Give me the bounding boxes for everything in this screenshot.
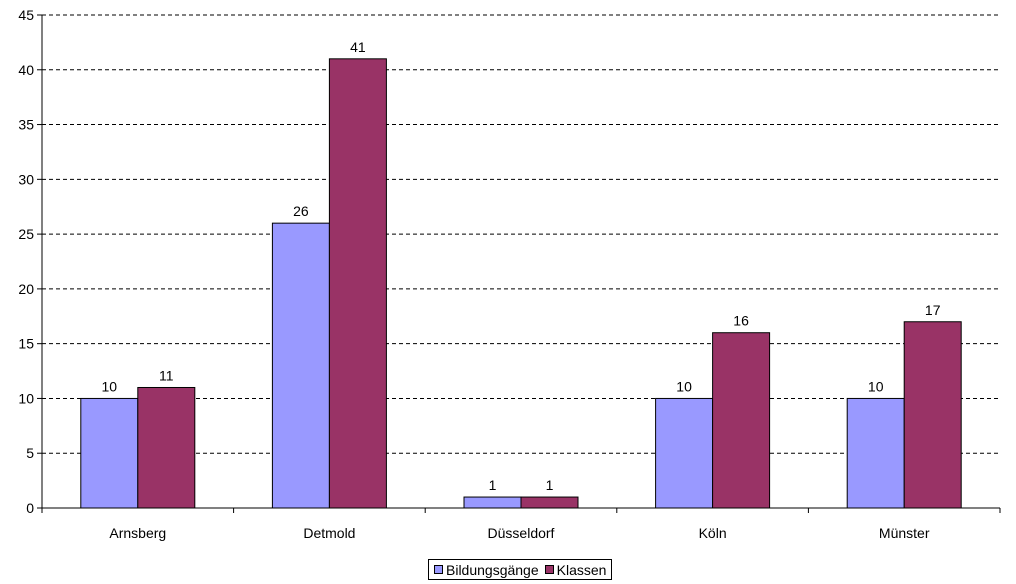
y-tick-label: 40: [18, 62, 34, 78]
legend: Bildungsgänge Klassen: [428, 559, 612, 580]
legend-swatch-klassen: [545, 565, 554, 574]
x-tick-label: Münster: [879, 525, 930, 541]
y-tick-label: 45: [18, 7, 34, 23]
legend-item-klassen: Klassen: [545, 562, 607, 578]
data-label: 26: [293, 203, 309, 219]
legend-label-klassen: Klassen: [557, 562, 607, 578]
data-label: 1: [489, 477, 497, 493]
data-label: 10: [102, 378, 118, 394]
y-tick-label: 5: [26, 445, 34, 461]
x-tick-label: Arnsberg: [109, 525, 166, 541]
data-label: 1: [546, 477, 554, 493]
bar: [521, 497, 578, 508]
data-label: 17: [925, 302, 941, 318]
bar-chart: 0510152025303540451011Arnsberg2641Detmol…: [0, 0, 1016, 556]
bar: [464, 497, 521, 508]
bar: [329, 59, 386, 508]
bars: [81, 59, 961, 508]
y-tick-label: 25: [18, 226, 34, 242]
legend-swatch-bildungsgaenge: [434, 565, 443, 574]
x-tick-label: Düsseldorf: [488, 525, 555, 541]
data-label: 41: [350, 39, 366, 55]
bar: [847, 398, 904, 508]
y-tick-label: 35: [18, 117, 34, 133]
bar: [138, 387, 195, 508]
bar: [713, 333, 770, 508]
bar: [904, 322, 961, 508]
y-tick-label: 20: [18, 281, 34, 297]
bar: [656, 398, 713, 508]
data-label: 11: [159, 367, 174, 383]
data-label: 16: [733, 313, 749, 329]
y-tick-label: 15: [18, 336, 34, 352]
bar: [272, 223, 329, 508]
bar: [81, 398, 138, 508]
legend-item-bildungsgaenge: Bildungsgänge: [434, 562, 539, 578]
x-tick-label: Detmold: [303, 525, 355, 541]
data-label: 10: [676, 378, 692, 394]
y-tick-label: 10: [18, 390, 34, 406]
x-tick-label: Köln: [699, 525, 727, 541]
legend-label-bildungsgaenge: Bildungsgänge: [446, 562, 539, 578]
y-tick-label: 0: [26, 500, 34, 516]
y-tick-label: 30: [18, 171, 34, 187]
data-label: 10: [868, 378, 884, 394]
